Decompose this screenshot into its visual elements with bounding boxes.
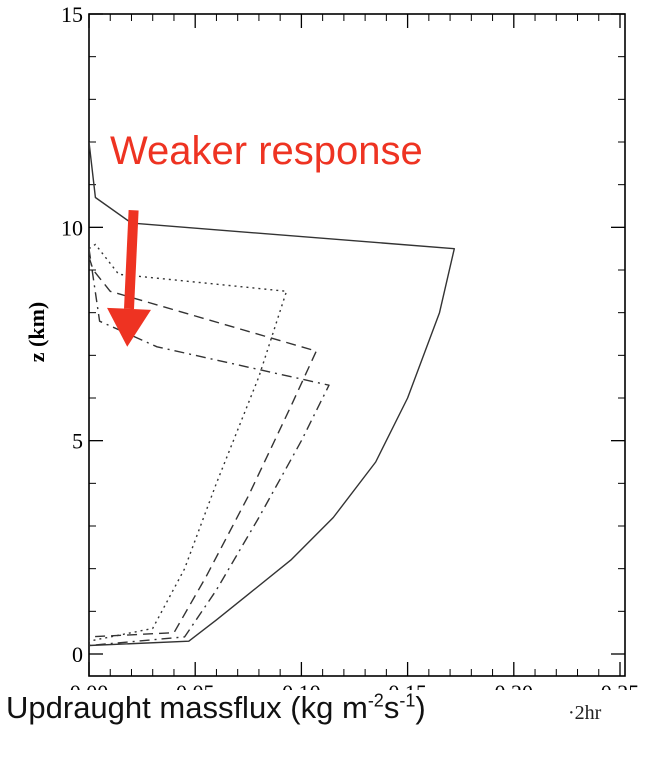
annotation-weaker-response: Weaker response bbox=[110, 129, 423, 173]
cutoff-text: ·2hr bbox=[568, 702, 602, 724]
y-tick-label: 0 bbox=[72, 642, 83, 667]
y-tick-label: 5 bbox=[72, 429, 83, 454]
plot-frame bbox=[88, 13, 626, 677]
y-tick-label: 15 bbox=[61, 2, 83, 27]
x-tick-label: 0.00 bbox=[70, 680, 109, 690]
axis-ticks bbox=[88, 13, 625, 676]
x-axis-label: Updraught massflux (kg m-2s-1) bbox=[6, 690, 426, 725]
y-tick-label: 10 bbox=[61, 215, 83, 240]
x-tick-label: 0.20 bbox=[495, 680, 534, 690]
y-axis-label: z (km) bbox=[24, 302, 49, 362]
arrow-head bbox=[107, 307, 151, 347]
series-line-dashed bbox=[89, 256, 317, 638]
x-tick-label: 0.05 bbox=[176, 680, 215, 690]
x-tick-label: 0.15 bbox=[388, 680, 427, 690]
x-tick-label: 0.25 bbox=[601, 680, 640, 690]
tick-labels: 0.00 0.05 0.10 0.15 0.20 0.25 0 5 10 15 bbox=[61, 2, 639, 690]
arrow-shaft bbox=[124, 210, 139, 310]
x-tick-label: 0.10 bbox=[282, 680, 321, 690]
chart-svg: 0.00 0.05 0.10 0.15 0.20 0.25 0 5 10 15 z (km) We… bbox=[24, 2, 639, 690]
annotation-arrow bbox=[107, 210, 151, 347]
